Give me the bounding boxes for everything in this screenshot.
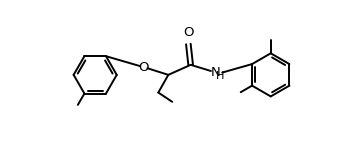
- Text: N: N: [211, 66, 221, 79]
- Text: H: H: [216, 71, 224, 81]
- Text: O: O: [183, 26, 194, 39]
- Text: O: O: [138, 61, 149, 74]
